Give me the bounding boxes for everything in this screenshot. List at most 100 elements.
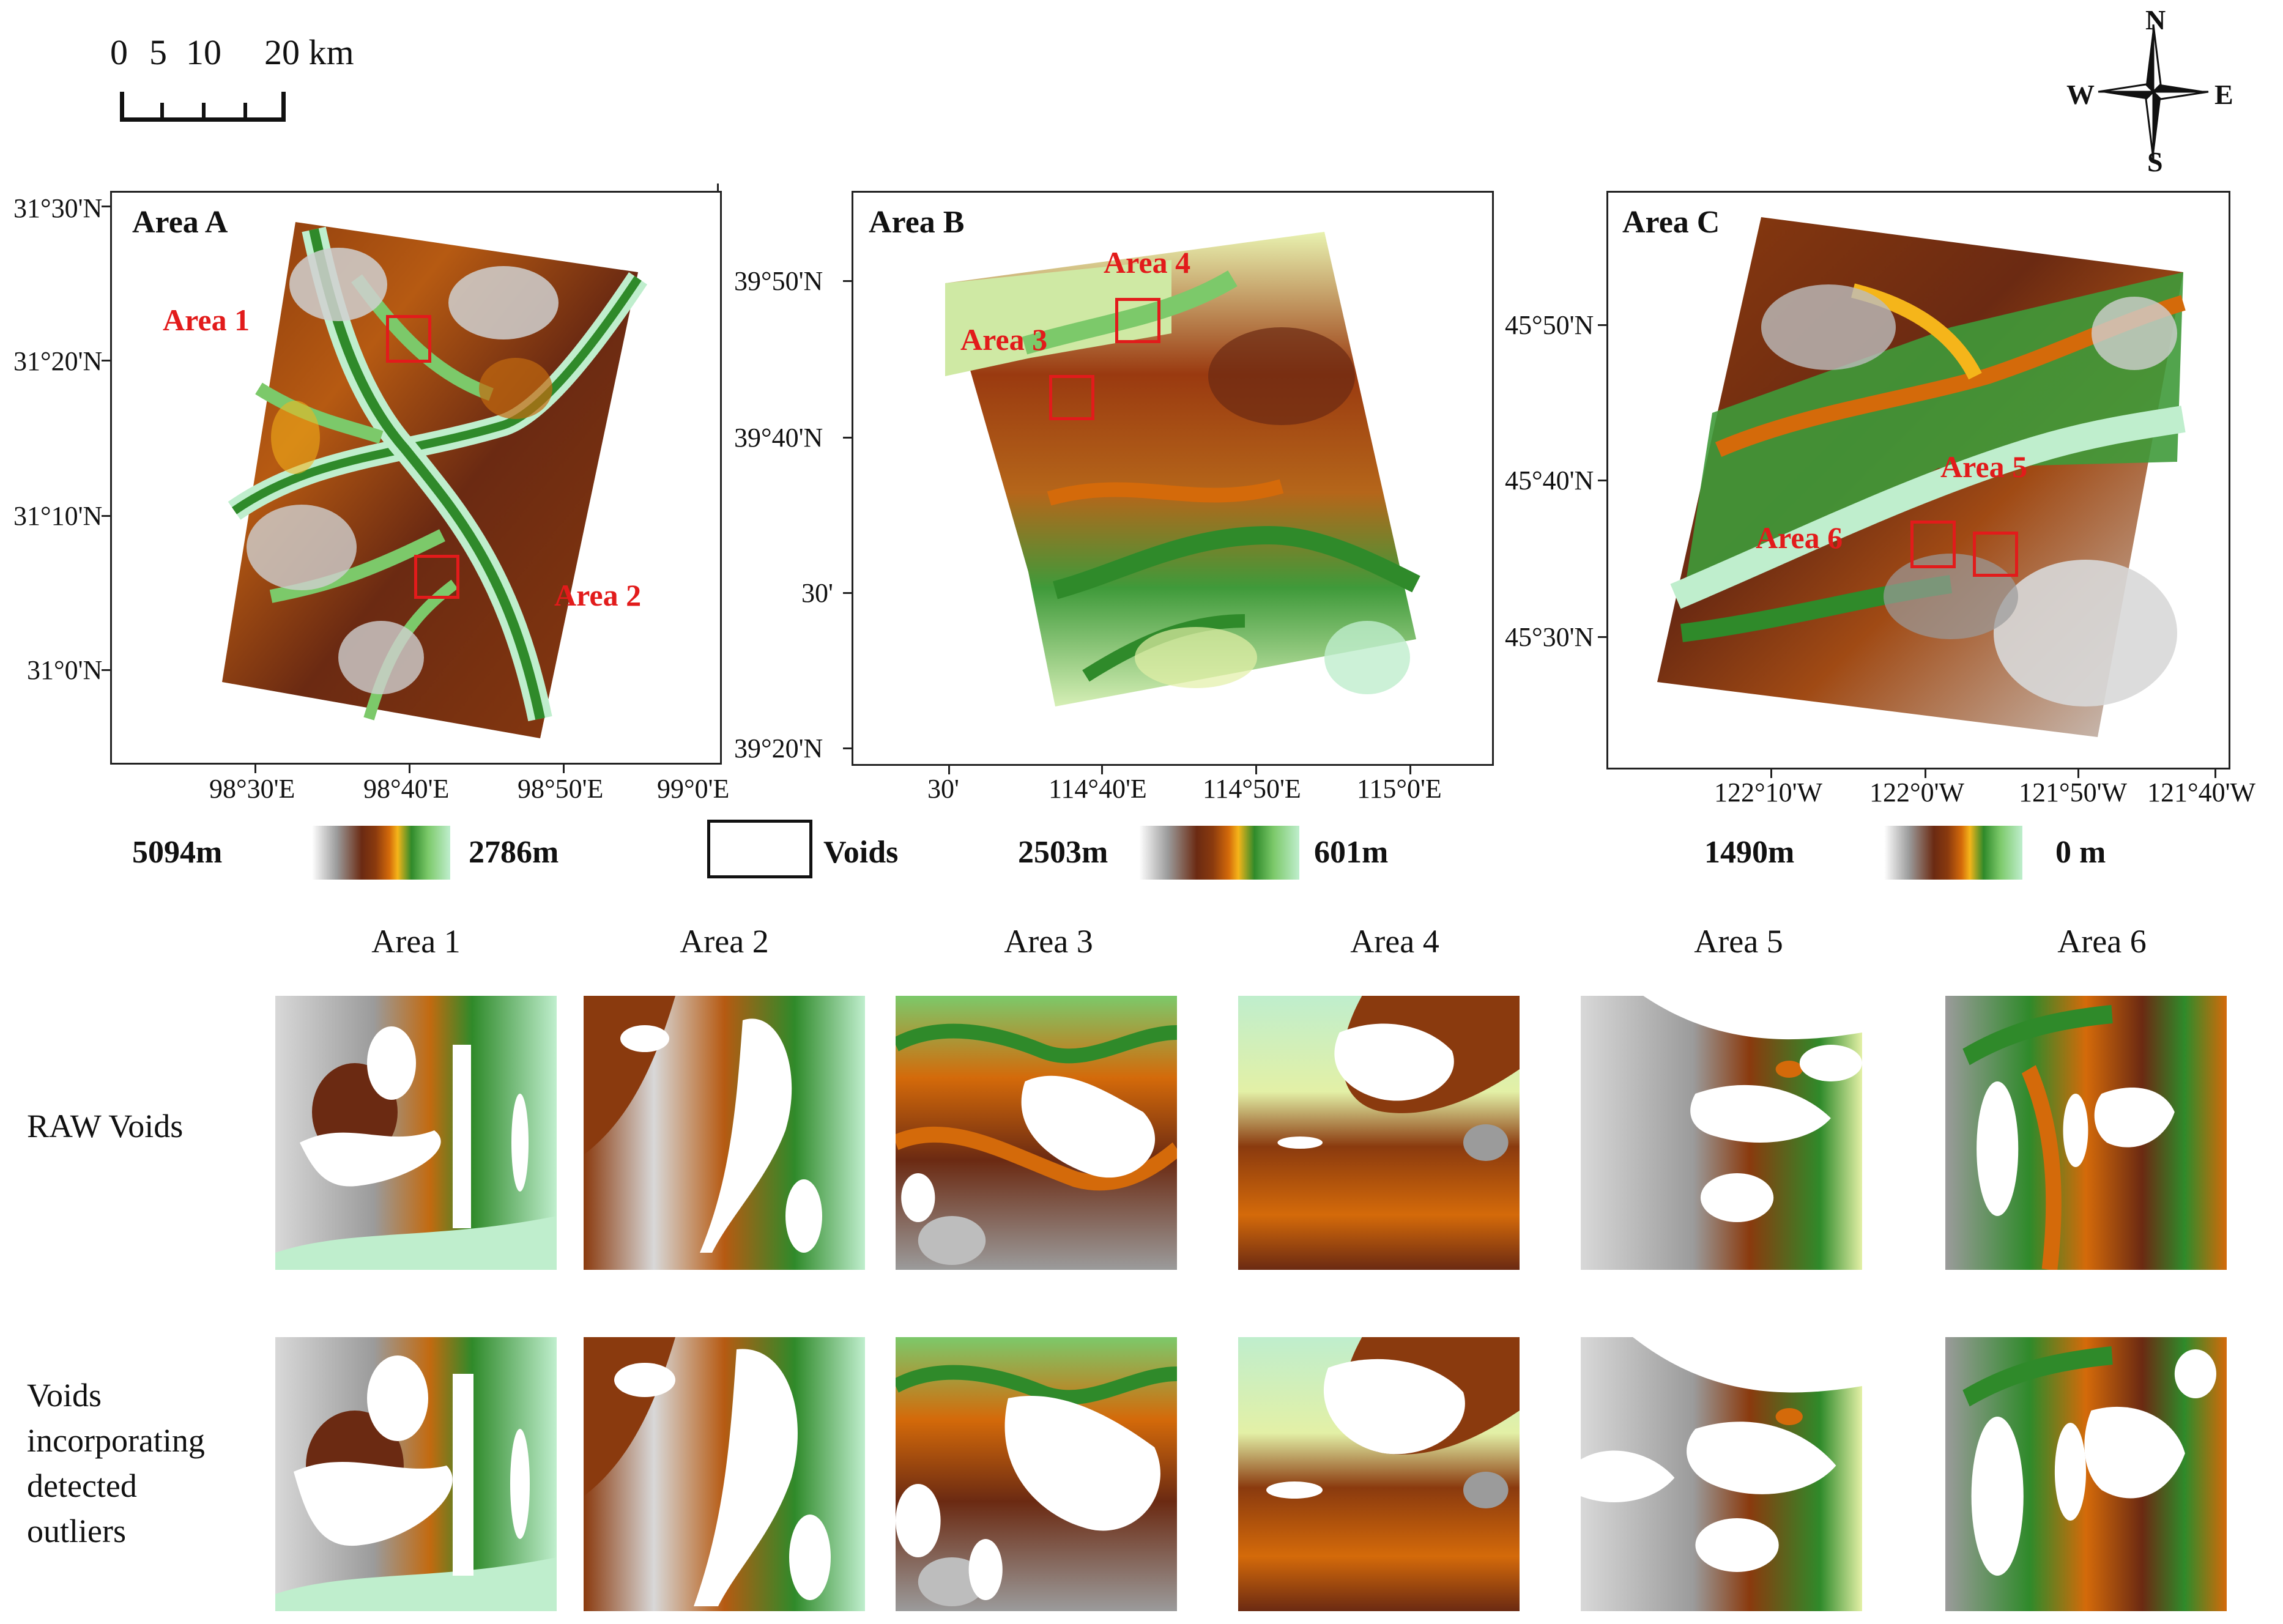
legend-a-max: 5094m [132,835,223,870]
dem-raster-c [1657,217,2186,737]
scale-label-5: 5 [149,32,167,72]
compass-icon [2098,24,2209,160]
map-title: Area B [869,205,965,240]
subarea-label-5: Area 5 [1940,450,2028,484]
lat-tick-label: 31°30'N [13,193,103,223]
subarea-label-4: Area 4 [1104,245,1191,280]
lon-tick [948,766,950,774]
lon-tick-label: 121°50'W [2019,777,2128,807]
legend-c-max: 1490m [1704,835,1795,870]
map-frame [1606,191,2230,769]
thumb-detected-area-2 [584,1337,865,1611]
lat-tick [843,437,852,439]
lat-tick [102,669,110,671]
lon-tick [254,765,256,773]
lat-tick [1598,480,1606,481]
legend-b-min: 601m [1314,835,1389,870]
lat-tick [1598,636,1606,638]
lon-tick-label: 30' [927,774,959,804]
lon-tick-label: 98°50'E [518,774,604,804]
thumb-raw-area-6 [1945,996,2227,1270]
row-label-line: detected [27,1467,137,1504]
scale-tick [243,103,247,121]
south-label: S [2147,146,2163,177]
scale-tick [160,103,164,121]
legend-ramp-c [1884,826,2022,880]
west-label: W [2066,79,2095,110]
lon-tick-label: 98°30'E [209,774,295,804]
scale-tick [120,92,124,122]
row-label-line: outliers [27,1513,126,1549]
lat-tick [102,515,110,517]
thumb-detected-area-4 [1238,1337,1520,1611]
column-header: Area 4 [1350,923,1439,960]
scale-label-0: 0 [110,32,128,72]
legend-voids-swatch [707,820,812,878]
legend-voids-label: Voids [823,835,899,870]
thumb-raw-area-1 [275,996,557,1270]
north-label: N [2145,4,2166,35]
map-title: Area A [132,205,228,240]
column-header: Area 1 [371,923,461,960]
dem-raster-a [222,222,647,738]
subarea-box-5 [1973,532,2018,577]
subarea-box-4 [1115,298,1160,343]
lon-tick [1770,769,1772,778]
subarea-box-3 [1049,375,1094,420]
lat-tick [102,360,110,362]
subarea-label-6: Area 6 [1756,521,1843,555]
lat-tick-label: 45°50'N [1505,310,1594,340]
lon-tick [409,765,410,773]
subarea-label-3: Area 3 [960,322,1048,357]
subarea-box-2 [414,555,459,599]
lon-tick-label: 99°0'E [657,774,730,804]
lon-tick [2214,769,2216,778]
dem-raster-b [945,232,1420,706]
lon-tick [717,184,719,192]
subarea-label-1: Area 1 [163,303,250,337]
thumb-raw-area-4 [1238,996,1520,1270]
lat-tick-label: 39°40'N [734,423,823,453]
column-header: Area 5 [1694,923,1783,960]
lat-tick-label: 31°20'N [13,346,103,376]
thumb-detected-area-3 [896,1337,1177,1611]
legend-b-max: 2503m [1018,835,1108,870]
row-label-raw: RAW Voids [27,1108,184,1144]
legend-c-min: 0 m [2055,835,2106,870]
subarea-box-1 [386,315,431,363]
subarea-box-6 [1910,521,1956,568]
east-label: E [2214,79,2233,110]
legend-a-min: 2786m [469,835,559,870]
column-header: Area 3 [1004,923,1093,960]
lon-tick-label: 114°50'E [1203,774,1301,804]
lat-tick-label: 45°30'N [1505,622,1594,652]
scale-label-10: 10 [186,32,221,72]
row-label-line: Voids [27,1377,102,1414]
lon-tick [1409,766,1411,774]
lat-tick-label: 39°20'N [734,733,823,763]
lon-tick [1255,766,1257,774]
lon-tick-label: 121°40'W [2147,777,2256,807]
scale-label-20km: 20 km [264,32,354,72]
lon-tick [1101,766,1103,774]
row-label-line: incorporating [27,1422,205,1459]
thumb-detected-area-6 [1945,1337,2227,1611]
map-title: Area C [1622,205,1720,240]
lat-tick [1598,324,1606,326]
lat-tick [843,280,852,282]
lon-tick-label: 122°0'W [1869,777,1965,807]
column-header: Area 6 [2057,923,2147,960]
lon-tick [2077,769,2079,778]
thumb-detected-area-5 [1581,1337,1862,1611]
lon-tick [1925,769,1926,778]
lat-tick-label: 30' [801,578,833,608]
column-header: Area 2 [680,923,769,960]
thumb-raw-area-3 [896,996,1177,1270]
thumb-raw-area-2 [584,996,865,1270]
map-frame [852,191,1494,766]
thumb-detected-area-1 [275,1337,557,1611]
lat-tick-label: 31°0'N [27,655,103,685]
lon-tick-label: 98°40'E [363,774,450,804]
lat-tick-label: 45°40'N [1505,465,1594,495]
thumb-raw-area-5 [1581,996,1862,1270]
